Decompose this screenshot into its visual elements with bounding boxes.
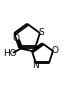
Text: N: N: [32, 61, 39, 70]
Text: S: S: [39, 28, 45, 37]
Text: HO: HO: [3, 49, 17, 58]
Text: O: O: [12, 34, 19, 43]
Text: O: O: [52, 47, 59, 56]
